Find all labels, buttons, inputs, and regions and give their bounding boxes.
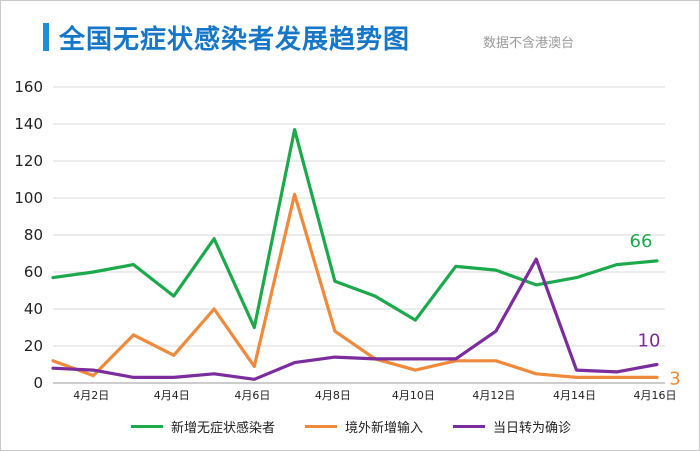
y-tick-label: 20	[24, 337, 43, 355]
legend-item: 新增无症状感染者	[131, 417, 275, 436]
legend-swatch	[131, 425, 163, 428]
x-tick-label: 4月10日	[392, 389, 435, 402]
x-tick-label: 4月8日	[315, 389, 351, 402]
series-line-1	[51, 128, 659, 330]
legend-label: 当日转为确诊	[493, 421, 572, 436]
y-tick-label: 160	[14, 78, 43, 96]
x-tick-label: 4月4日	[154, 389, 190, 402]
x-tick-label: 4月12日	[472, 389, 515, 402]
legend-label: 境外新增输入	[345, 421, 424, 436]
legend: 新增无症状感染者 境外新增输入 当日转为确诊	[131, 417, 571, 436]
y-tick-label: 0	[33, 374, 43, 392]
end-value-label: 10	[638, 331, 661, 352]
legend-swatch	[453, 425, 486, 428]
series-layer	[51, 128, 659, 381]
chart-subtitle: 数据不含港澳台	[483, 36, 575, 51]
grid-layer: 0 20 40 60 80 100 120 140 160 4月2日 4月4日 4月6日 4月8日 4月1…	[14, 78, 676, 402]
legend-label: 新增无症状感染者	[171, 421, 276, 436]
legend-item: 当日转为确诊	[453, 417, 571, 436]
legend-item: 境外新增输入	[305, 417, 423, 436]
legend-swatch	[305, 425, 338, 428]
title-accent-bar	[43, 23, 49, 51]
y-tick-label: 140	[14, 115, 43, 133]
y-tick-label: 100	[14, 189, 43, 207]
chart-title: 全国无症状感染者发展趋势图	[59, 25, 411, 55]
x-tick-label: 4月6日	[234, 389, 270, 402]
end-value-label: 66	[630, 231, 653, 252]
x-tick-label: 4月14日	[553, 389, 596, 402]
y-tick-label: 120	[14, 152, 43, 170]
end-value-label: 3	[669, 368, 680, 389]
label-layer: 66 3 10	[630, 231, 681, 390]
series-line-3	[51, 257, 659, 381]
y-tick-label: 60	[24, 263, 43, 281]
y-tick-label: 80	[24, 226, 43, 244]
x-tick-label: 4月16日	[634, 389, 677, 402]
y-tick-label: 40	[24, 300, 43, 318]
series-line-2	[51, 192, 659, 379]
x-tick-label: 4月2日	[73, 389, 109, 402]
